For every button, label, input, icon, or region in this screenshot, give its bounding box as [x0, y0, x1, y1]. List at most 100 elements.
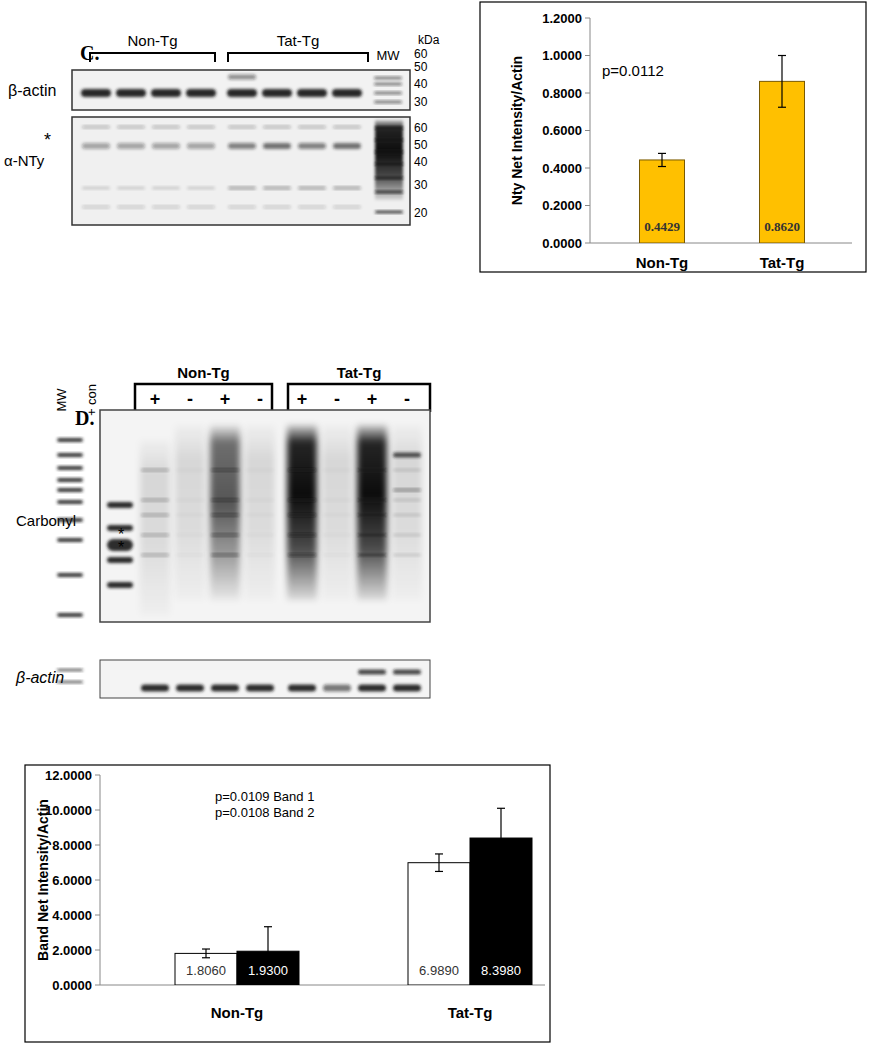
- blot-band: [57, 681, 83, 684]
- blot-band: [393, 534, 421, 537]
- tick-label: 1.2000: [542, 11, 582, 26]
- tick-label: 0.4000: [542, 161, 582, 176]
- blot-band: [288, 499, 316, 502]
- blot-band: [288, 469, 316, 472]
- error-bar: [778, 56, 786, 108]
- tick: [95, 880, 100, 881]
- error-bar: [658, 153, 666, 166]
- blot-band: [375, 127, 403, 130]
- blot-band: [333, 143, 361, 149]
- blot-band: [358, 670, 386, 675]
- blot-band: [374, 92, 402, 95]
- blot-band: [176, 685, 204, 692]
- control-label: + con: [84, 384, 99, 416]
- blot-band: [246, 534, 274, 537]
- tick-label: 0.2000: [542, 198, 582, 213]
- blot-band: [297, 89, 327, 97]
- data-label: 0.4429: [644, 219, 680, 234]
- group-label: Tat-Tg: [277, 32, 320, 49]
- blot-band: [152, 206, 180, 209]
- marker-label: 60: [414, 121, 428, 135]
- annotation: p=0.0112: [602, 62, 664, 79]
- bracket: [135, 384, 272, 412]
- tick: [95, 775, 100, 776]
- blot-band: [288, 514, 316, 517]
- blot-band: [393, 514, 421, 517]
- blot-band: [228, 75, 256, 80]
- blot-band: [57, 453, 83, 457]
- blot-band: [141, 469, 169, 472]
- data-labels: 1.80606.98901.93008.3980: [186, 963, 521, 978]
- blot-band: [375, 163, 403, 166]
- axis-title: Band Net Intensity/Actin: [35, 799, 51, 961]
- blot-band: [107, 502, 133, 508]
- tick: [585, 18, 590, 19]
- blot-band: [323, 499, 351, 502]
- blot-band: [57, 438, 83, 442]
- blot-band: [298, 126, 326, 129]
- blot-band: [333, 187, 361, 190]
- blot-band: [152, 126, 180, 129]
- group-label: Tat-Tg: [337, 364, 382, 381]
- plot-area: [640, 56, 805, 244]
- bar: [640, 160, 685, 243]
- blot-label: β-actin: [15, 669, 64, 686]
- x-axis: [590, 243, 852, 244]
- blot-band: [263, 206, 291, 209]
- blot-band: [375, 177, 403, 180]
- blot-band: [117, 143, 145, 149]
- bar-chart: 0.00002.00004.00006.00008.000010.000012.…: [25, 765, 550, 1042]
- blot-band: [117, 187, 145, 190]
- tick: [585, 168, 590, 169]
- category-label: Tat-Tg: [448, 1004, 493, 1021]
- blot-band: [332, 89, 362, 97]
- blot-band: [263, 187, 291, 190]
- tick-label: 12.0000: [45, 768, 92, 783]
- tick-label: 6.0000: [52, 873, 92, 888]
- blot-smear: [175, 425, 205, 600]
- blot-band: [211, 554, 239, 557]
- blot-band: [176, 469, 204, 472]
- blot-band: [375, 211, 403, 214]
- mw-label: MW: [54, 388, 69, 412]
- blot-band: [323, 685, 351, 692]
- marker-label: 50: [414, 138, 428, 152]
- blot-band: [186, 89, 216, 97]
- lane-label: +: [297, 389, 308, 409]
- marker-label: 30: [414, 178, 428, 192]
- tick-label: 0.0000: [52, 978, 92, 993]
- error-bar: [435, 854, 443, 872]
- tick: [585, 205, 590, 206]
- blot-band: [152, 187, 180, 190]
- blot-band: [57, 500, 83, 504]
- error-bar: [497, 808, 505, 868]
- blot-frame: [72, 117, 410, 225]
- bracket: [288, 384, 430, 412]
- blot-band: [211, 534, 239, 537]
- lane-label: -: [257, 389, 263, 409]
- tick: [585, 130, 590, 131]
- blot-frame: [100, 410, 430, 622]
- lane-label: +: [220, 389, 231, 409]
- plot-area: [175, 808, 532, 985]
- blot-band: [152, 143, 180, 149]
- category-label: Non-Tg: [636, 254, 688, 271]
- blot-label: α-NTy: [4, 152, 45, 169]
- star: *: [118, 539, 124, 556]
- blot-smear: [357, 425, 387, 600]
- marker-label: 60: [414, 47, 428, 61]
- blot-band: [81, 89, 111, 97]
- marker-label: 20: [414, 206, 428, 220]
- blot-band: [393, 469, 421, 472]
- blot-band: [298, 187, 326, 190]
- group-label: Non-Tg: [127, 32, 177, 49]
- tick: [95, 810, 100, 811]
- blot-band: [211, 499, 239, 502]
- blot-band: [117, 126, 145, 129]
- blot-band: [228, 143, 256, 149]
- tick-label: 2.0000: [52, 943, 92, 958]
- bar: [175, 953, 237, 985]
- lane-label: -: [334, 389, 340, 409]
- blot-band: [288, 554, 316, 557]
- blot-band: [57, 613, 83, 617]
